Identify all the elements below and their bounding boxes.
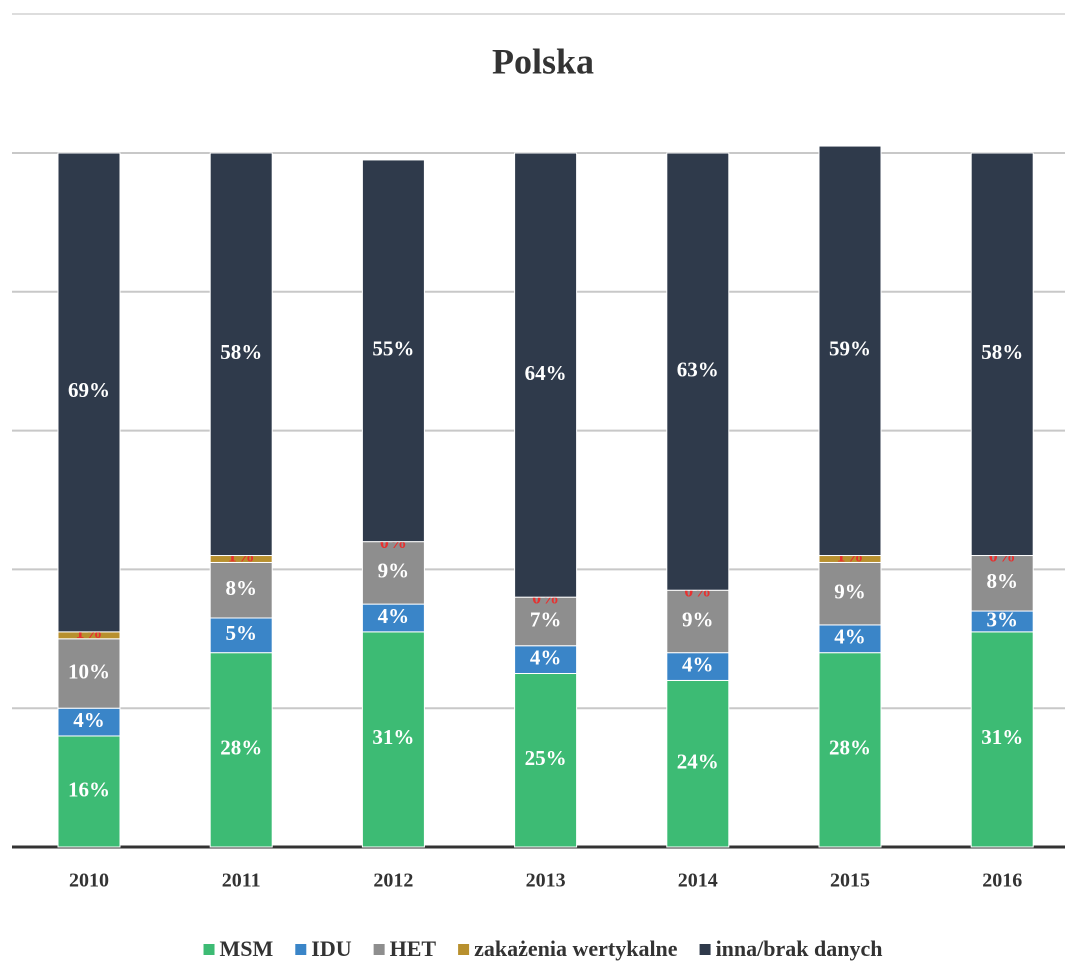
legend-swatch bbox=[373, 944, 385, 955]
bar-segment bbox=[209, 561, 273, 619]
bar-segment bbox=[818, 652, 882, 848]
data-label: 9% bbox=[378, 559, 410, 583]
legend-label: IDU bbox=[311, 936, 351, 961]
data-label: 16% bbox=[68, 777, 110, 801]
bar-segment bbox=[970, 631, 1034, 848]
x-tick-label: 2014 bbox=[678, 870, 718, 892]
bar-segment bbox=[361, 541, 425, 605]
bar-segment bbox=[361, 159, 425, 543]
bar-segment bbox=[361, 603, 425, 633]
chart-title: Polska bbox=[492, 41, 594, 81]
bar-segment bbox=[666, 152, 730, 591]
bar-segment bbox=[57, 638, 121, 709]
legend-swatch bbox=[203, 944, 215, 955]
data-label: 4% bbox=[682, 652, 714, 676]
data-label: 4% bbox=[378, 604, 410, 628]
data-label: 10% bbox=[68, 659, 110, 683]
bar-segment bbox=[818, 145, 882, 557]
data-label: 9% bbox=[834, 580, 866, 604]
data-label: 8% bbox=[225, 576, 257, 600]
bar-segment bbox=[57, 735, 121, 848]
legend-swatch bbox=[699, 944, 711, 955]
x-tick-label: 2013 bbox=[526, 870, 566, 892]
bar-segment bbox=[666, 679, 730, 848]
bar-segment bbox=[361, 631, 425, 848]
data-label: 4% bbox=[530, 645, 562, 669]
bar-segment bbox=[970, 152, 1034, 557]
bar-segment bbox=[514, 596, 578, 647]
bar-segment bbox=[818, 561, 882, 626]
data-label: 58% bbox=[220, 340, 262, 364]
x-tick-label: 2010 bbox=[69, 870, 109, 892]
bar-segment bbox=[209, 652, 273, 848]
data-label: 63% bbox=[677, 357, 719, 381]
legend-swatch bbox=[295, 944, 307, 955]
data-label: 31% bbox=[372, 725, 414, 749]
bar-segment bbox=[514, 152, 578, 598]
bar-segment bbox=[666, 652, 730, 681]
data-label: 59% bbox=[829, 337, 871, 361]
legend-label: HET bbox=[390, 936, 437, 961]
bar-segment bbox=[209, 617, 273, 654]
data-label: 8% bbox=[986, 569, 1018, 593]
data-label: 5% bbox=[225, 621, 257, 645]
legend-label: MSM bbox=[220, 936, 274, 961]
bar-segment bbox=[209, 152, 273, 557]
x-tick-label: 2012 bbox=[373, 870, 413, 892]
x-tick-label: 2016 bbox=[982, 870, 1022, 892]
data-label: 55% bbox=[372, 337, 414, 361]
data-label: 28% bbox=[220, 736, 262, 760]
data-label: 31% bbox=[981, 725, 1023, 749]
data-label: 69% bbox=[68, 378, 110, 402]
bar-segment bbox=[57, 152, 121, 633]
data-label: 7% bbox=[530, 607, 562, 631]
data-label: 4% bbox=[834, 625, 866, 649]
data-label: 9% bbox=[682, 607, 714, 631]
bar-segment bbox=[970, 555, 1034, 612]
data-label: 25% bbox=[525, 746, 567, 770]
bar-segment bbox=[666, 589, 730, 654]
legend-label: zakażenia wertykalne bbox=[474, 936, 678, 961]
x-tick-label: 2011 bbox=[222, 870, 261, 892]
legend-swatch bbox=[458, 944, 470, 955]
bar-segment bbox=[57, 707, 121, 737]
data-label: 58% bbox=[981, 340, 1023, 364]
x-tick-label: 2015 bbox=[830, 870, 870, 892]
data-label: 4% bbox=[73, 708, 105, 732]
data-label: 64% bbox=[525, 361, 567, 385]
data-label: 24% bbox=[677, 750, 719, 774]
bar-segment bbox=[514, 645, 578, 674]
data-label: 28% bbox=[829, 736, 871, 760]
legend-label: inna/brak danych bbox=[716, 936, 883, 961]
